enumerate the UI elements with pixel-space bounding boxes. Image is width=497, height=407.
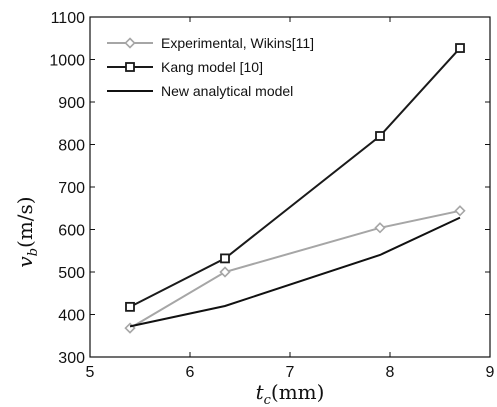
- y-tick-label: 1000: [49, 53, 85, 70]
- y-axis-title-sub: b: [26, 248, 41, 256]
- y-tick-label: 600: [58, 223, 85, 240]
- legend-label-1: Experimental, Wikins[11]: [161, 35, 314, 51]
- series-line-3: [129, 216, 461, 328]
- y-tick-label: 1100: [51, 10, 86, 27]
- y-tick-label: 700: [58, 180, 85, 197]
- series-2-point: [125, 301, 135, 312]
- plot-area: 5 6 7 8 9 300 400 500 600 700 800 900 1000 1100: [49, 10, 494, 381]
- legend-label-3: New analytical model: [161, 83, 293, 99]
- series-2-point: [455, 43, 465, 53]
- y-tick-label: 400: [58, 308, 85, 325]
- series-1-point: [219, 266, 231, 278]
- y-tick-label: 500: [58, 265, 85, 282]
- x-axis-title-main: t: [256, 380, 265, 404]
- series-1-point: [374, 222, 386, 234]
- x-axis-title-sub: c: [264, 393, 272, 407]
- series-1-point: [454, 205, 466, 217]
- x-tick-label: 8: [386, 364, 395, 381]
- x-axis-title-unit: (mm): [271, 380, 325, 404]
- x-tick-label: 7: [286, 364, 295, 381]
- y-axis-title-main: v: [13, 256, 37, 268]
- legend-marker-2: [125, 62, 135, 72]
- y-axis-title-unit: (m/s): [13, 196, 37, 248]
- series-line-2: [129, 47, 461, 308]
- y-axis-title: vb(m/s): [13, 196, 41, 267]
- y-tick-label: 300: [58, 350, 85, 367]
- series-2-point: [375, 131, 385, 141]
- x-tick-label: 5: [86, 364, 95, 381]
- x-tick-label: 6: [186, 364, 195, 381]
- series-2-point: [220, 253, 230, 264]
- legend-label-2: Kang model [10]: [161, 59, 263, 75]
- x-tick-label: 9: [486, 364, 495, 381]
- y-tick-label: 800: [58, 138, 85, 155]
- series-line-1: [129, 209, 461, 329]
- y-tick-label: 900: [58, 95, 85, 112]
- legend: Experimental, Wikins[11] Kang model [10] N…: [107, 35, 314, 99]
- x-axis-title: tc(mm): [256, 380, 325, 407]
- legend-marker-1: [124, 37, 136, 49]
